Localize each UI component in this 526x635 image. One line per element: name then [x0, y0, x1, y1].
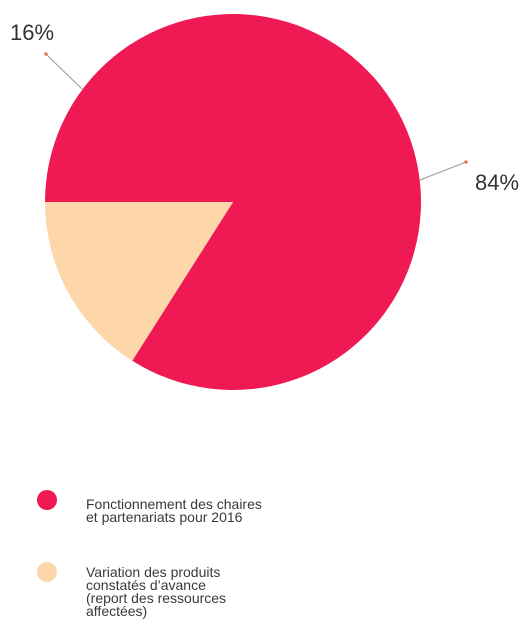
leader-line-2 [45, 53, 84, 91]
value-label-2: 16% [10, 20, 54, 45]
legend: Fonctionnement des chaires et partenariat… [37, 490, 262, 619]
legend-label-2: Variation des produits constatés d’avance… [86, 564, 226, 619]
pie-slice-1 [45, 13, 421, 390]
pie-value-labels: 84% 16% [10, 20, 519, 195]
legend-marker-1 [37, 490, 57, 510]
leader-line-1 [419, 161, 467, 181]
legend-label-1: Fonctionnement des chaires et partenariat… [86, 496, 262, 525]
pie-slices [45, 13, 421, 390]
value-label-1: 84% [475, 170, 519, 195]
legend-item-1: Fonctionnement des chaires et partenariat… [37, 490, 262, 525]
legend-marker-2 [37, 562, 57, 582]
legend-item-2: Variation des produits constatés d’avance… [37, 562, 226, 619]
pie-slice-2 [45, 202, 233, 361]
leader-dot-2 [44, 52, 48, 56]
leader-dot-1 [464, 160, 468, 164]
